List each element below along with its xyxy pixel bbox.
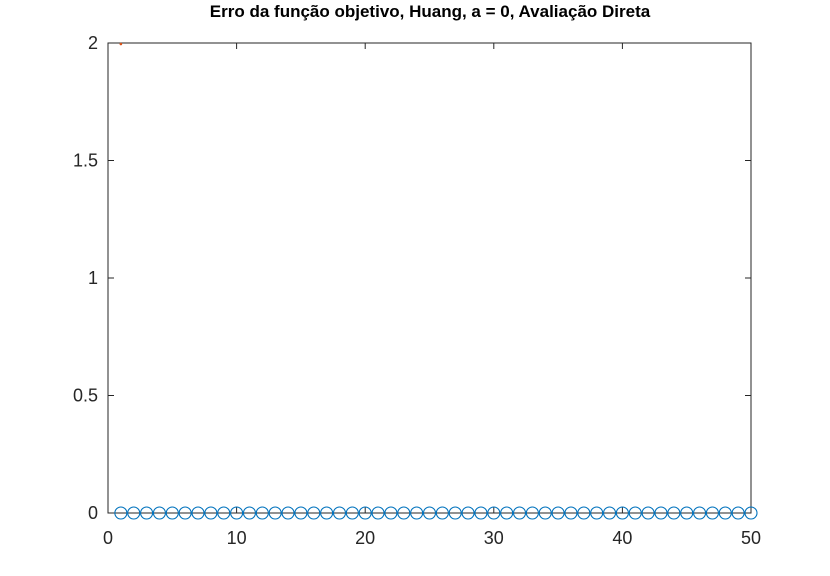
axes-box bbox=[107, 42, 752, 514]
data-point bbox=[435, 506, 449, 520]
y-tick-label: 2 bbox=[88, 33, 98, 53]
x-tick-label: 50 bbox=[741, 528, 761, 548]
data-point bbox=[217, 506, 231, 520]
data-point bbox=[461, 506, 475, 520]
data-point bbox=[345, 506, 359, 520]
data-point bbox=[500, 506, 514, 520]
x-axis-ticks: 0 10 20 30 40 50 bbox=[103, 43, 761, 548]
data-point bbox=[667, 506, 681, 520]
data-point bbox=[512, 506, 527, 520]
data-point bbox=[628, 506, 642, 520]
data-point bbox=[127, 506, 141, 520]
x-tick-label: 10 bbox=[227, 528, 247, 548]
data-point bbox=[615, 506, 629, 520]
data-point bbox=[680, 506, 694, 520]
data-point bbox=[705, 506, 719, 520]
data-point bbox=[140, 506, 154, 520]
data-point bbox=[165, 506, 179, 520]
x-tick-label: 40 bbox=[612, 528, 632, 548]
data-point bbox=[422, 506, 437, 520]
y-tick-label: 1.5 bbox=[73, 151, 98, 171]
y-axis-ticks: 0 0.5 1 1.5 2 bbox=[73, 33, 751, 523]
data-point bbox=[119, 42, 123, 46]
data-point bbox=[525, 506, 539, 520]
data-point bbox=[731, 506, 745, 520]
series-1 bbox=[119, 42, 123, 46]
data-point bbox=[538, 506, 552, 520]
data-point bbox=[410, 506, 424, 520]
data-point bbox=[242, 506, 257, 520]
data-point bbox=[744, 506, 758, 520]
chart-title: Erro da função objetivo, Huang, a = 0, A… bbox=[210, 2, 651, 21]
data-point bbox=[204, 506, 218, 520]
data-point bbox=[114, 506, 128, 520]
series-layer bbox=[114, 42, 758, 520]
data-point bbox=[332, 506, 347, 520]
y-tick-label: 0 bbox=[88, 503, 98, 523]
series-0 bbox=[114, 506, 758, 520]
data-point bbox=[294, 506, 308, 520]
x-tick-label: 0 bbox=[103, 528, 113, 548]
x-tick-label: 30 bbox=[484, 528, 504, 548]
data-point bbox=[718, 506, 732, 520]
plot-area: 0 10 20 30 40 50 0 0.5 1 1.5 2 bbox=[73, 33, 761, 548]
data-point bbox=[487, 506, 501, 520]
y-tick-label: 0.5 bbox=[73, 386, 98, 406]
data-point bbox=[693, 506, 707, 520]
data-point bbox=[152, 506, 166, 520]
data-point bbox=[590, 506, 604, 520]
data-point bbox=[448, 506, 462, 520]
x-tick-label: 20 bbox=[355, 528, 375, 548]
data-point bbox=[358, 506, 372, 520]
data-point bbox=[255, 506, 269, 520]
data-point bbox=[474, 506, 488, 520]
data-point bbox=[281, 506, 295, 520]
data-point bbox=[230, 506, 244, 520]
data-point bbox=[654, 506, 668, 520]
data-point bbox=[397, 506, 411, 520]
data-point bbox=[268, 506, 282, 520]
data-point bbox=[384, 506, 398, 520]
y-tick-label: 1 bbox=[88, 268, 98, 288]
data-point bbox=[191, 506, 205, 520]
data-point bbox=[178, 506, 192, 520]
data-point bbox=[564, 506, 578, 520]
data-point bbox=[320, 506, 334, 520]
data-point bbox=[371, 506, 385, 520]
data-point bbox=[577, 506, 591, 520]
data-point bbox=[551, 506, 565, 520]
data-point bbox=[307, 506, 321, 520]
data-point bbox=[602, 506, 617, 520]
data-point bbox=[641, 506, 655, 520]
